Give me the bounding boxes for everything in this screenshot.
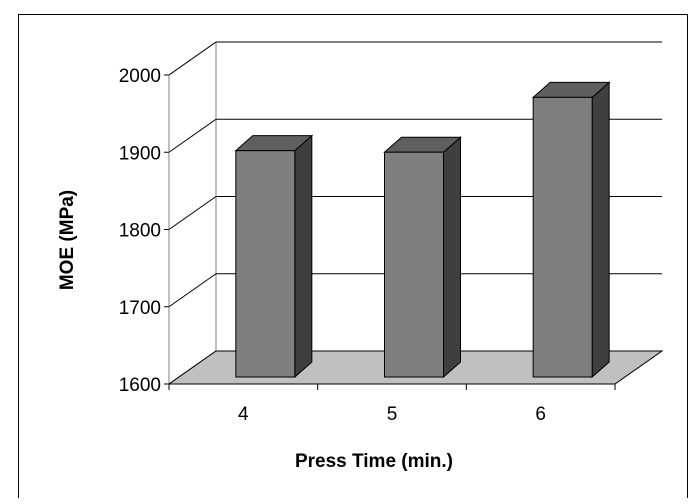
bar-front: [532, 96, 593, 378]
bar-side: [294, 134, 313, 379]
x-tick-label: 5: [387, 404, 398, 425]
bar-front: [235, 150, 296, 378]
bar-side: [591, 81, 610, 379]
y-tick-label: 2000: [119, 66, 161, 87]
gridline-side-2000: [168, 41, 217, 76]
x-tick-label: 4: [238, 404, 249, 425]
y-tick-label: 1900: [119, 143, 161, 164]
bar-chart: 1600 1700 1800 1900 2000 4 5 6 MOE (MPa) Press…: [57, 41, 664, 472]
bar-4: [234, 134, 314, 379]
bar-5: [383, 136, 462, 379]
y-tick-label: 1700: [119, 298, 161, 319]
bar-front: [384, 151, 444, 378]
y-axis-title: MOE (MPa): [57, 190, 78, 290]
gridline-side-1800: [168, 196, 217, 230]
y-tick-label: 1800: [119, 221, 161, 242]
chart-frame: 1600 1700 1800 1900 2000 4 5 6 MOE (MPa) Press…: [18, 14, 688, 498]
bar-6: [531, 81, 611, 379]
x-axis-title: Press Time (min.): [295, 451, 453, 472]
y-tick-label: 1600: [119, 375, 161, 396]
gridline-side-1700: [168, 273, 217, 308]
bar-side: [443, 136, 461, 379]
gridline-side-1900: [168, 118, 217, 153]
x-tick-label: 6: [535, 404, 546, 425]
y-axis-ticks: 1600 1700 1800 1900 2000: [119, 66, 169, 396]
bars: [234, 81, 611, 379]
x-axis-ticks: 4 5 6: [168, 384, 616, 425]
